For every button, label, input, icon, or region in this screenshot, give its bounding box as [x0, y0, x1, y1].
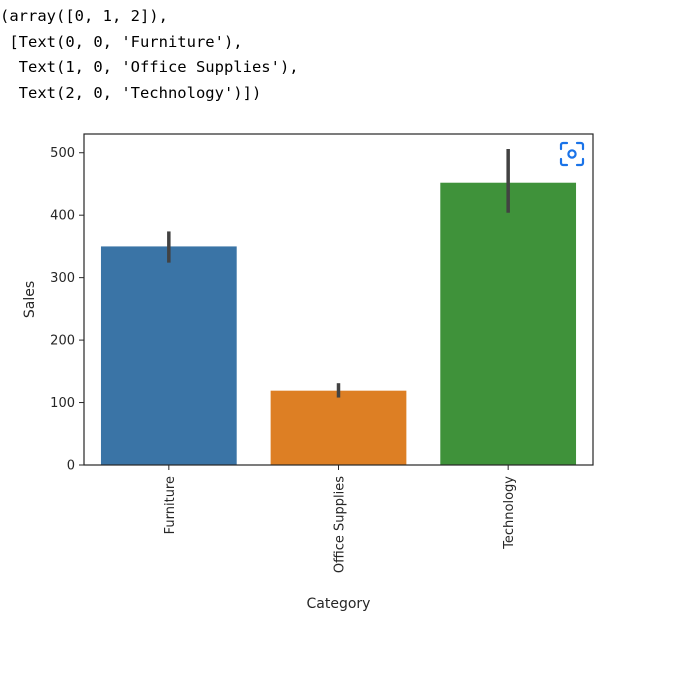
bar: [100, 246, 237, 465]
output-line: Text(1, 0, 'Office Supplies'),: [0, 58, 299, 76]
output-line: [Text(0, 0, 'Furniture'),: [0, 32, 243, 51]
bars-layer: [100, 182, 577, 466]
x-tick-label: Furniture: [163, 476, 178, 534]
y-tick-label: 200: [50, 334, 75, 349]
y-tick-label: 0: [67, 459, 75, 474]
x-tick-label: Office Supplies: [333, 476, 348, 573]
x-tick-label: Technology: [502, 476, 517, 550]
y-axis: 0 100 200 300 400 500: [50, 146, 84, 474]
y-axis-label: Sales: [22, 281, 38, 318]
x-axis-label: Category: [307, 596, 371, 612]
y-tick-label: 100: [50, 396, 75, 411]
visual-search-icon: [559, 141, 585, 167]
error-bars-layer: [167, 148, 510, 398]
y-tick-label: 500: [50, 146, 75, 161]
cell-output-text: (array([0, 1, 2]), [Text(0, 0, 'Furnitur…: [0, 4, 299, 106]
output-line: Text(2, 0, 'Technology')]): [0, 83, 262, 102]
bar: [440, 182, 577, 466]
output-line: (array([0, 1, 2]),: [0, 7, 168, 25]
visual-search-button[interactable]: [556, 138, 588, 170]
y-tick-label: 300: [50, 271, 75, 286]
bar: [270, 390, 407, 465]
y-tick-label: 400: [50, 209, 75, 224]
x-axis: Furniture Office Supplies Technology: [163, 465, 517, 573]
